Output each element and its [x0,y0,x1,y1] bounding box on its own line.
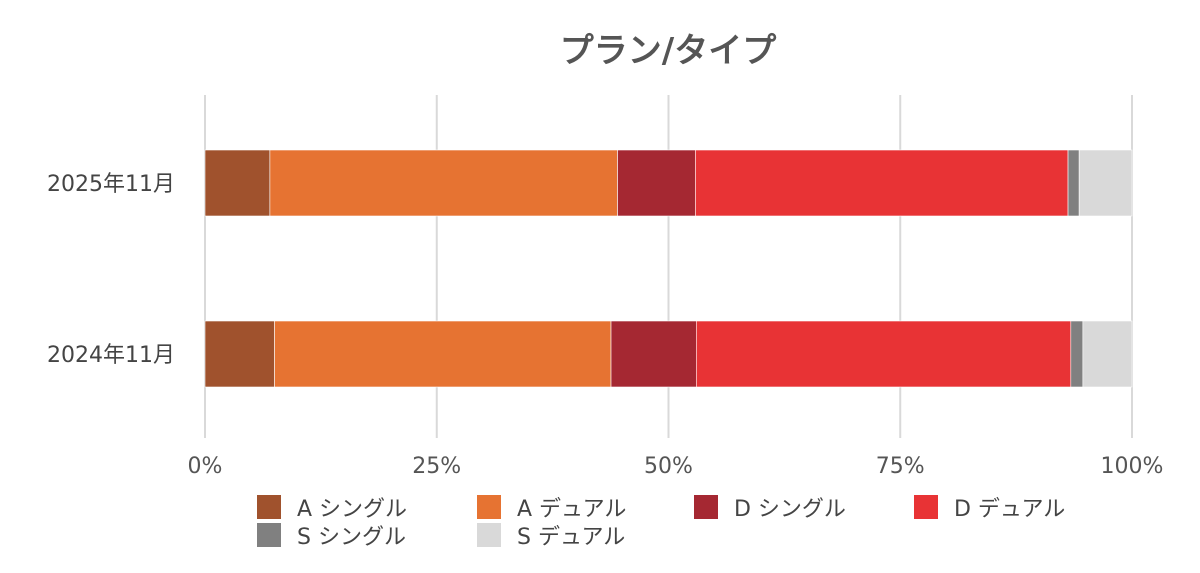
bar-segment [610,320,697,388]
bar-segment [1070,320,1084,388]
x-tick-label: 0% [188,454,223,479]
x-tick-label: 25% [412,454,461,479]
x-tick-label: 50% [644,454,693,479]
x-tick-label: 75% [876,454,925,479]
legend-swatch [477,523,501,547]
bar-segment [696,320,1072,388]
bar-segment [274,320,612,388]
legend-label: S シングル [297,525,406,550]
chart-title: プラン/タイプ [560,31,776,71]
category-label: 2025年11月 [47,172,175,197]
bar-segment [1078,149,1133,217]
bar-segment [695,149,1069,217]
legend-swatch [477,495,501,519]
y-axis-categories: 2025年11月 2024年11月 [47,172,175,368]
legend: A シングル A デュアル D シングル D デュアル S シングル S デュアル [257,495,1065,550]
bars [204,149,1133,388]
legend-swatch [914,495,938,519]
bar-segment [1082,320,1133,388]
bar-segment [269,149,618,217]
legend-label: D シングル [734,497,846,522]
bar-segment [1067,149,1080,217]
legend-swatch [257,495,281,519]
legend-label: D デュアル [954,497,1065,522]
bar-segment [617,149,696,217]
legend-label: A デュアル [517,497,626,522]
legend-label: S デュアル [517,525,625,550]
bar-segment [204,149,271,217]
legend-swatch [257,523,281,547]
legend-label: A シングル [297,497,407,522]
legend-swatch [694,495,718,519]
category-label: 2024年11月 [47,343,175,368]
bar-segment [204,320,275,388]
x-axis-ticks: 0% 25% 50% 75% 100% [188,454,1164,479]
x-tick-label: 100% [1101,454,1164,479]
